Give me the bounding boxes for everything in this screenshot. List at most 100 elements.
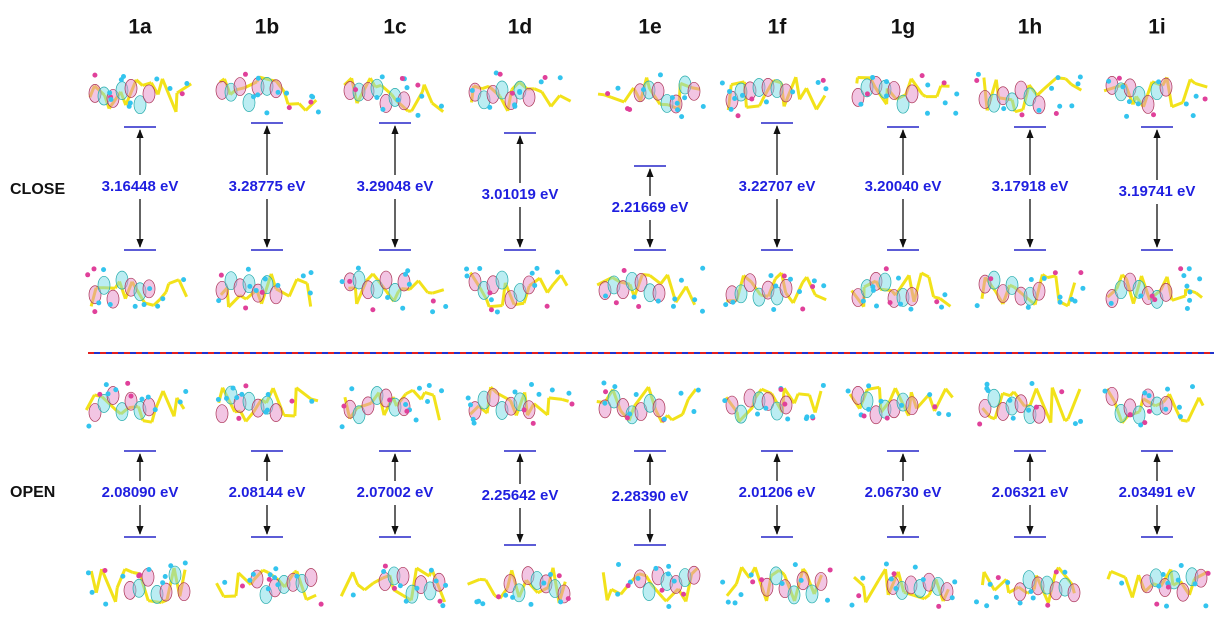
bond xyxy=(815,295,826,300)
bond xyxy=(548,398,549,415)
atom xyxy=(625,415,630,420)
energy-gap: 3.20040 eV xyxy=(865,178,942,195)
atom xyxy=(1206,571,1211,576)
atom xyxy=(356,266,361,271)
atom xyxy=(812,278,817,283)
atom xyxy=(263,277,268,282)
bond xyxy=(560,96,571,102)
atom xyxy=(273,566,278,571)
bond xyxy=(236,573,239,596)
column-header: 1d xyxy=(508,16,533,39)
molecule xyxy=(846,383,953,423)
orbital xyxy=(788,586,800,604)
energy-gap: 2.07002 eV xyxy=(357,484,434,501)
atom xyxy=(1054,111,1059,116)
energy-gap: 3.01019 eV xyxy=(482,186,559,203)
atom xyxy=(974,78,979,83)
orbital xyxy=(125,79,137,97)
atom xyxy=(440,603,445,608)
atom xyxy=(773,284,778,289)
molecule xyxy=(974,568,1080,609)
atom xyxy=(862,414,867,419)
atom xyxy=(234,395,239,400)
atom xyxy=(222,580,227,585)
atom xyxy=(349,386,354,391)
atom xyxy=(266,392,271,397)
molecule xyxy=(1103,384,1204,427)
bond xyxy=(158,79,162,95)
bond xyxy=(413,390,421,399)
atom xyxy=(153,407,158,412)
atom xyxy=(1181,273,1186,278)
atom xyxy=(102,568,107,573)
bond xyxy=(306,595,316,599)
bond xyxy=(672,414,683,420)
atom xyxy=(670,95,675,100)
energy-gap: 3.17918 eV xyxy=(992,178,1069,195)
bond xyxy=(1196,293,1202,298)
atom xyxy=(932,404,937,409)
bond xyxy=(241,411,246,421)
atom xyxy=(936,604,941,609)
atom xyxy=(679,391,684,396)
atom xyxy=(896,276,901,281)
orbital xyxy=(178,583,190,601)
atom xyxy=(427,383,432,388)
column-header: 1f xyxy=(768,16,788,39)
atom xyxy=(1165,387,1170,392)
atom xyxy=(254,288,259,293)
atom xyxy=(797,289,802,294)
column-header: 1b xyxy=(255,16,280,39)
atom xyxy=(155,304,160,309)
atom xyxy=(92,73,97,78)
atom xyxy=(243,383,248,388)
atom xyxy=(536,392,541,397)
atom xyxy=(1156,79,1161,84)
atom xyxy=(1073,421,1078,426)
bond xyxy=(1065,419,1068,421)
atom xyxy=(532,283,537,288)
bond xyxy=(125,569,133,572)
molecule xyxy=(722,383,826,423)
orbital xyxy=(143,398,155,416)
orbital xyxy=(780,279,792,297)
atom xyxy=(976,72,981,77)
bond xyxy=(433,290,444,293)
atom xyxy=(136,573,141,578)
atom xyxy=(666,564,671,569)
atom xyxy=(1136,101,1141,106)
atom xyxy=(316,109,321,114)
atom xyxy=(1142,420,1147,425)
atom xyxy=(1166,585,1171,590)
bond xyxy=(607,589,611,600)
bond xyxy=(542,92,551,107)
atom xyxy=(487,290,492,295)
bond xyxy=(425,392,434,395)
molecule xyxy=(974,72,1083,118)
bond xyxy=(994,579,1006,590)
atom xyxy=(722,398,727,403)
atom xyxy=(530,271,535,276)
atom xyxy=(529,382,534,387)
atom xyxy=(310,94,315,99)
atom xyxy=(133,304,138,309)
bond xyxy=(676,287,686,303)
bond xyxy=(727,584,736,596)
atom xyxy=(531,421,536,426)
molecule xyxy=(89,73,191,114)
molecule xyxy=(1104,76,1207,119)
molecule xyxy=(720,77,829,118)
orbital xyxy=(1033,282,1045,300)
atom xyxy=(1078,75,1083,80)
atom xyxy=(86,424,91,429)
atom xyxy=(247,578,252,583)
orbital xyxy=(234,78,246,96)
atom xyxy=(1185,306,1190,311)
orbital xyxy=(496,271,508,289)
atom xyxy=(180,91,185,96)
molecule xyxy=(216,267,314,311)
atom xyxy=(1058,295,1063,300)
orbital xyxy=(216,405,228,423)
energy-gap: 2.21669 eV xyxy=(612,199,689,216)
atom xyxy=(347,279,352,284)
